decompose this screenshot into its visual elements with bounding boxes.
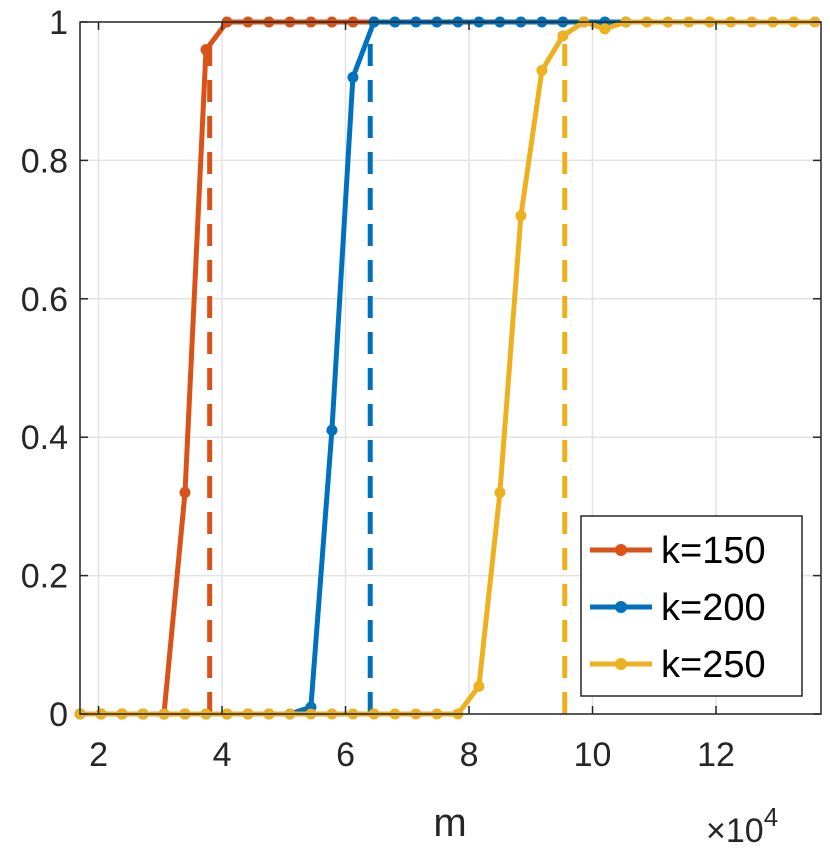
y-tick-label: 0: [49, 696, 68, 734]
data-point: [536, 64, 548, 76]
threshold-lines: [207, 44, 568, 714]
x-tick-label: 6: [336, 736, 355, 774]
legend-label: k=150: [661, 530, 766, 572]
data-point: [557, 30, 569, 42]
x-axis-exponent: ×104: [706, 802, 778, 850]
data-point: [326, 424, 338, 436]
y-tick-label: 0.4: [21, 419, 68, 457]
data-point: [473, 680, 485, 692]
y-tick-label: 1: [49, 4, 68, 42]
data-point: [179, 487, 191, 499]
legend-marker: [615, 601, 627, 613]
x-axis-title: m: [433, 801, 466, 845]
x-tick-label: 12: [697, 736, 735, 774]
x-tick-label: 2: [89, 736, 108, 774]
data-point: [494, 487, 506, 499]
series-line: [80, 19, 374, 717]
data-point: [515, 210, 527, 222]
tick-layer: 2 4 6 8 10 12 0 0.2 0.4 0.6 0.8 1: [21, 4, 821, 774]
legend-label: k=200: [661, 587, 766, 629]
y-tick-label: 0.6: [21, 281, 68, 319]
y-tick-label: 0.2: [21, 558, 68, 596]
legend-marker: [615, 544, 627, 556]
plot-frame: [79, 21, 822, 715]
x-tick-label: 10: [574, 736, 612, 774]
legend: k=150 k=200 k=250: [580, 515, 803, 697]
data-point: [200, 44, 212, 56]
data-point: [599, 23, 611, 35]
x-tick-label: 8: [460, 736, 479, 774]
x-tick-label: 4: [213, 736, 232, 774]
data-point: [347, 71, 359, 83]
series-k=200: [74, 16, 632, 720]
legend-marker: [615, 658, 627, 670]
legend-label: k=250: [661, 644, 766, 686]
x-axis-exponent-power: 4: [764, 802, 778, 832]
series-line: [80, 19, 626, 717]
y-tick-label: 0.8: [21, 142, 68, 180]
x-axis-exponent-base: ×10: [706, 812, 764, 850]
